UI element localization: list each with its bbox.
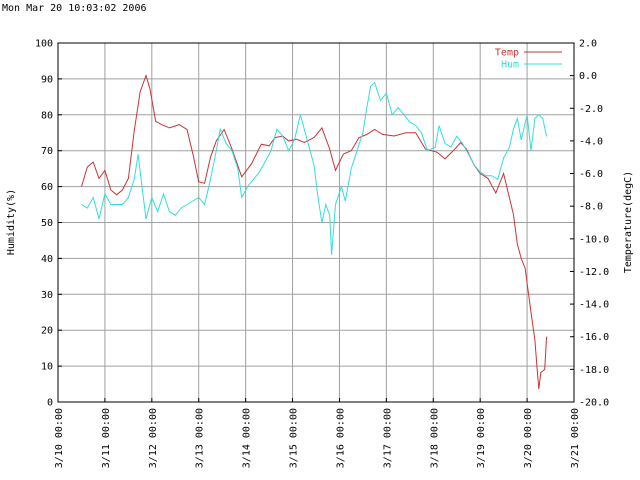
left-tick-label: 40 (41, 254, 53, 265)
x-tick-label: 3/19 00:00 (476, 408, 487, 468)
right-tick-label: -12.0 (579, 267, 609, 278)
left-tick-label: 70 (41, 146, 53, 157)
right-tick-label: -8.0 (579, 202, 603, 213)
x-tick-label: 3/13 00:00 (195, 408, 206, 468)
left-tick-label: 60 (41, 182, 53, 193)
x-tick-label: 3/11 00:00 (101, 408, 112, 468)
x-tick-label: 3/16 00:00 (335, 408, 346, 468)
data-series (81, 73, 548, 389)
right-tick-label: -10.0 (579, 234, 609, 245)
right-tick-label: -14.0 (579, 300, 609, 311)
right-tick-label: -2.0 (579, 104, 603, 115)
left-tick-label: 90 (41, 74, 53, 85)
x-axis-ticks: 3/10 00:00 3/11 00:00 3/12 00:00 3/13 00:00… (54, 398, 581, 468)
left-tick-label: 10 (41, 362, 53, 373)
legend-label-temp: Temp (495, 48, 519, 59)
chart-timestamp: Mon Mar 20 10:03:02 2006 (2, 3, 147, 14)
right-tick-label: 2.0 (579, 39, 597, 50)
right-tick-label: -20.0 (579, 398, 609, 409)
left-axis-label: Humidity(%) (6, 189, 17, 255)
right-axis-ticks: -20.0 -18.0 -16.0 -14.0 -12.0 -10.0 -8.0 -6.0 -4… (570, 39, 609, 409)
x-tick-label: 3/12 00:00 (148, 408, 159, 468)
right-tick-label: -6.0 (579, 169, 603, 180)
right-tick-label: -4.0 (579, 136, 603, 147)
left-axis-ticks: 0 10 20 30 40 50 60 70 80 90 100 (35, 39, 62, 409)
series-line-temp (81, 73, 548, 389)
left-tick-label: 30 (41, 290, 53, 301)
x-tick-label: 3/15 00:00 (289, 408, 300, 468)
grid-lines (57, 42, 575, 403)
right-axis-label: Temperature(degC) (623, 171, 634, 273)
legend-label-hum: Hum (501, 60, 519, 71)
right-tick-label: 0.0 (579, 71, 597, 82)
x-tick-label: 3/18 00:00 (429, 408, 440, 468)
left-tick-label: 50 (41, 218, 53, 229)
x-tick-label: 3/14 00:00 (242, 408, 253, 468)
left-tick-label: 100 (35, 39, 53, 50)
left-tick-label: 0 (47, 398, 53, 409)
right-tick-label: -18.0 (579, 365, 609, 376)
left-tick-label: 80 (41, 110, 53, 121)
series-line-hum (81, 81, 548, 255)
x-tick-label: 3/21 00:00 (570, 408, 581, 468)
x-tick-label: 3/17 00:00 (382, 408, 393, 468)
right-tick-label: -16.0 (579, 332, 609, 343)
x-tick-label: 3/10 00:00 (54, 408, 65, 468)
left-tick-label: 20 (41, 326, 53, 337)
x-tick-label: 3/20 00:00 (523, 408, 534, 468)
